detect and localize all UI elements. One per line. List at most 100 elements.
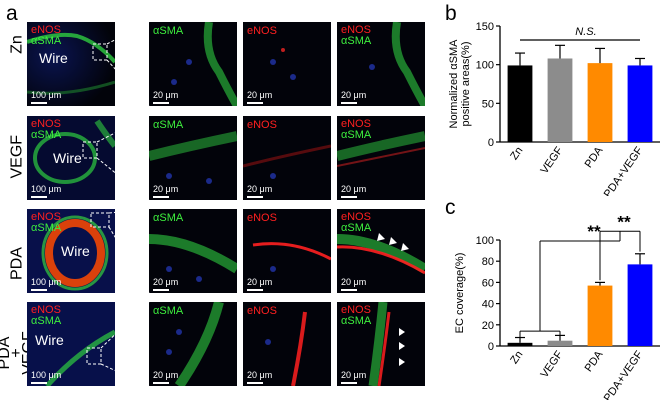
label-asma: αSMA bbox=[31, 222, 62, 234]
scale-bar bbox=[31, 382, 47, 384]
scale-bar bbox=[341, 289, 357, 291]
label-enos: eNOS bbox=[341, 211, 371, 223]
scale-label: 20 μm bbox=[341, 277, 367, 287]
scale-bar bbox=[31, 196, 47, 198]
panel-label-a: a bbox=[6, 2, 18, 25]
sig-annotation: ** bbox=[587, 222, 601, 241]
scale-bar bbox=[31, 102, 47, 104]
image-pda-vegf-asma: αSMA 20 μm bbox=[149, 302, 237, 386]
y-tick-label: 100 bbox=[476, 60, 494, 72]
label-asma: αSMA bbox=[341, 129, 372, 141]
scale-label: 20 μm bbox=[341, 184, 367, 194]
label-wire: Wire bbox=[61, 243, 90, 259]
bar-zn bbox=[507, 342, 533, 346]
label-enos: eNOS bbox=[247, 212, 277, 224]
image-vegf-asma: αSMA 20 μm bbox=[149, 116, 237, 200]
image-vegf-merge-overview: eNOS αSMA Wire 100 μm bbox=[27, 116, 115, 200]
scale-bar bbox=[153, 382, 169, 384]
label-enos: eNOS bbox=[341, 118, 371, 130]
scale-label: 100 μm bbox=[31, 90, 62, 100]
label-asma: αSMA bbox=[341, 315, 372, 327]
scale-bar bbox=[247, 289, 263, 291]
label-wire: Wire bbox=[53, 150, 82, 166]
y-tick-label: 100 bbox=[476, 235, 494, 247]
scale-bar bbox=[153, 289, 169, 291]
label-enos: eNOS bbox=[341, 304, 371, 316]
scale-bar bbox=[341, 102, 357, 104]
label-enos: eNOS bbox=[247, 25, 277, 37]
label-enos: eNOS bbox=[31, 118, 61, 130]
y-axis-label-line: EC coverage(%) bbox=[454, 253, 466, 334]
image-pda-enos: eNOS 20 μm bbox=[243, 209, 331, 293]
panel-label-c: c bbox=[445, 196, 456, 219]
scale-label: 100 μm bbox=[31, 184, 62, 194]
image-pda-merge: eNOS αSMA 20 μm bbox=[337, 209, 425, 293]
image-vegf-merge: eNOS αSMA 20 μm bbox=[337, 116, 425, 200]
x-tick-label: PDA bbox=[583, 348, 606, 374]
image-pda-vegf-merge: eNOS αSMA 20 μm bbox=[337, 302, 425, 386]
y-axis-label: Normalized αSMA positive areas(%) bbox=[448, 39, 472, 129]
sig-annotation: ** bbox=[617, 212, 631, 231]
y-axis-label-line: positive areas(%) bbox=[460, 42, 472, 127]
y-tick-label: 80 bbox=[482, 256, 494, 268]
x-tick-label: PDA bbox=[583, 144, 606, 170]
label-asma: αSMA bbox=[31, 35, 62, 47]
scale-label: 20 μm bbox=[247, 184, 273, 194]
label-asma: αSMA bbox=[153, 119, 184, 131]
label-asma: αSMA bbox=[153, 212, 184, 224]
bar-vegf bbox=[547, 340, 573, 346]
chart-c: 0 20 40 60 80 100 EC coverage(%) Zn VEGF PDAPDA+V… bbox=[454, 212, 660, 400]
label-wire: Wire bbox=[39, 50, 68, 66]
label-asma: αSMA bbox=[153, 305, 184, 317]
y-axis-label: EC coverage(%) bbox=[454, 253, 466, 334]
y-tick-label: 40 bbox=[482, 299, 494, 311]
label-asma: αSMA bbox=[31, 315, 62, 327]
x-tick-label: PDA+VEGF bbox=[602, 349, 646, 400]
label-asma: αSMA bbox=[341, 222, 372, 234]
scale-bar bbox=[153, 102, 169, 104]
y-tick-label: 0 bbox=[488, 137, 494, 149]
image-zn-merge: eNOS αSMA 20 μm bbox=[337, 22, 425, 106]
image-pda-merge-overview: eNOS αSMA Wire 100 μm bbox=[27, 209, 115, 293]
label-enos: eNOS bbox=[341, 24, 371, 36]
scale-label: 20 μm bbox=[247, 370, 273, 380]
ns-annotation: N.S. bbox=[575, 26, 596, 38]
scale-bar bbox=[247, 382, 263, 384]
label-enos: eNOS bbox=[247, 305, 277, 317]
scale-label: 20 μm bbox=[153, 184, 179, 194]
bar-pda bbox=[587, 285, 613, 346]
y-tick-label: 60 bbox=[482, 277, 494, 289]
scale-bar bbox=[31, 289, 47, 291]
scale-label: 100 μm bbox=[31, 277, 62, 287]
scale-bar bbox=[153, 196, 169, 198]
y-tick-label: 50 bbox=[482, 98, 494, 110]
y-tick-label: 20 bbox=[482, 320, 494, 332]
y-axis-label-line: Normalized αSMA bbox=[448, 39, 460, 129]
image-zn-merge-overview: eNOS αSMA Wire 100 μm bbox=[27, 22, 115, 106]
scale-bar bbox=[341, 196, 357, 198]
scale-label: 20 μm bbox=[247, 277, 273, 287]
image-pda-asma: αSMA 20 μm bbox=[149, 209, 237, 293]
x-tick-label: Zn bbox=[508, 349, 525, 366]
bar-pda-vegf bbox=[627, 264, 653, 346]
bar-zn bbox=[507, 65, 533, 142]
label-enos: eNOS bbox=[31, 304, 61, 316]
panel-label-b: b bbox=[445, 2, 457, 25]
scale-label: 20 μm bbox=[153, 277, 179, 287]
label-wire: Wire bbox=[35, 332, 64, 348]
y-tick-label: 150 bbox=[476, 21, 494, 33]
x-tick-label: VEGF bbox=[538, 349, 565, 381]
label-asma: αSMA bbox=[153, 25, 184, 37]
y-tick-label: 0 bbox=[488, 341, 494, 353]
x-tick-label: VEGF bbox=[538, 145, 565, 177]
bar-pda bbox=[587, 63, 613, 143]
image-zn-enos: eNOS 20 μm bbox=[243, 22, 331, 106]
image-vegf-enos: eNOS 20 μm bbox=[243, 116, 331, 200]
image-zn-asma: αSMA 20 μm bbox=[149, 22, 237, 106]
label-enos: eNOS bbox=[31, 24, 61, 36]
label-asma: αSMA bbox=[341, 35, 372, 47]
image-pda-vegf-enos: eNOS 20 μm bbox=[243, 302, 331, 386]
scale-label: 20 μm bbox=[247, 90, 273, 100]
image-pda-vegf-merge-overview: eNOS αSMA Wire 100 μm bbox=[27, 302, 115, 386]
